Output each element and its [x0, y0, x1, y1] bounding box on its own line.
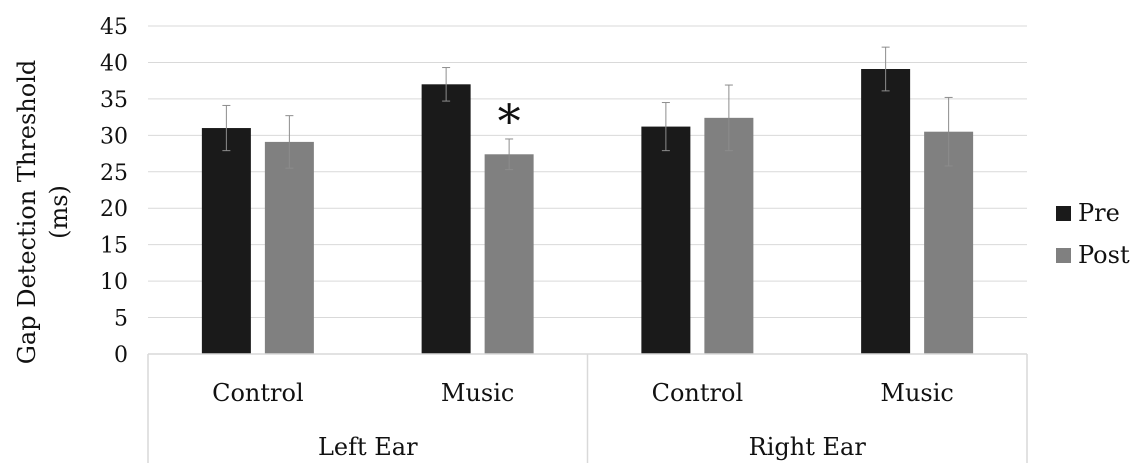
y-tick-label: 5: [114, 307, 128, 332]
x-category-label: Control: [652, 379, 744, 407]
error-bar-post: [944, 96, 953, 167]
legend-item-post: Post: [1056, 241, 1130, 269]
error-bar-post: [505, 138, 514, 171]
bars: [201, 69, 974, 355]
x-group-label: Left Ear: [318, 433, 418, 461]
bar-pre: [861, 69, 911, 354]
bar-post: [704, 117, 754, 354]
y-tick-label: 35: [100, 88, 128, 113]
x-axis-category-labels: Control Music Control Music: [212, 379, 954, 407]
error-bar-pre: [881, 46, 890, 92]
legend-label: Post: [1078, 241, 1130, 269]
x-group-label: Right Ear: [749, 433, 867, 461]
legend-swatch: [1056, 206, 1071, 221]
y-tick-label: 30: [100, 124, 128, 149]
x-axis: [147, 353, 1028, 463]
error-bars: [222, 46, 953, 171]
bar-post: [924, 131, 974, 354]
error-bar-pre: [442, 67, 451, 102]
y-tick-label: 40: [100, 51, 128, 76]
x-axis-group-labels: Left Ear Right Ear: [318, 433, 866, 461]
y-tick-label: 10: [100, 270, 128, 295]
legend-swatch: [1056, 248, 1071, 263]
error-bar-post: [724, 84, 733, 152]
error-bar-pre: [661, 102, 670, 152]
y-tick-label: 45: [100, 15, 128, 40]
x-category-label: Music: [441, 379, 514, 407]
x-category-label: Control: [212, 379, 304, 407]
bar-pre: [201, 128, 251, 354]
error-bar-post: [285, 115, 294, 169]
bar-post: [264, 141, 314, 354]
y-tick-label: 0: [114, 343, 128, 368]
legend: Pre Post: [1056, 199, 1130, 269]
annotations: *: [498, 94, 521, 148]
y-axis-tick-labels: 0 5 10 15 20 25 30 35 40 45: [100, 15, 128, 368]
significance-marker: *: [498, 94, 521, 148]
y-tick-label: 25: [100, 161, 128, 186]
error-bar-pre: [222, 104, 231, 152]
bar-pre: [421, 84, 471, 355]
legend-label: Pre: [1078, 199, 1120, 227]
legend-item-pre: Pre: [1056, 199, 1120, 227]
y-axis-label-line-2: (ms): [45, 185, 73, 239]
y-axis-label-line-1: Gap Detection Threshold: [13, 60, 41, 364]
x-category-label: Music: [880, 379, 953, 407]
y-tick-label: 20: [100, 197, 128, 222]
y-tick-label: 15: [100, 234, 128, 259]
bar-post: [484, 154, 534, 354]
bar-pre: [641, 126, 691, 354]
